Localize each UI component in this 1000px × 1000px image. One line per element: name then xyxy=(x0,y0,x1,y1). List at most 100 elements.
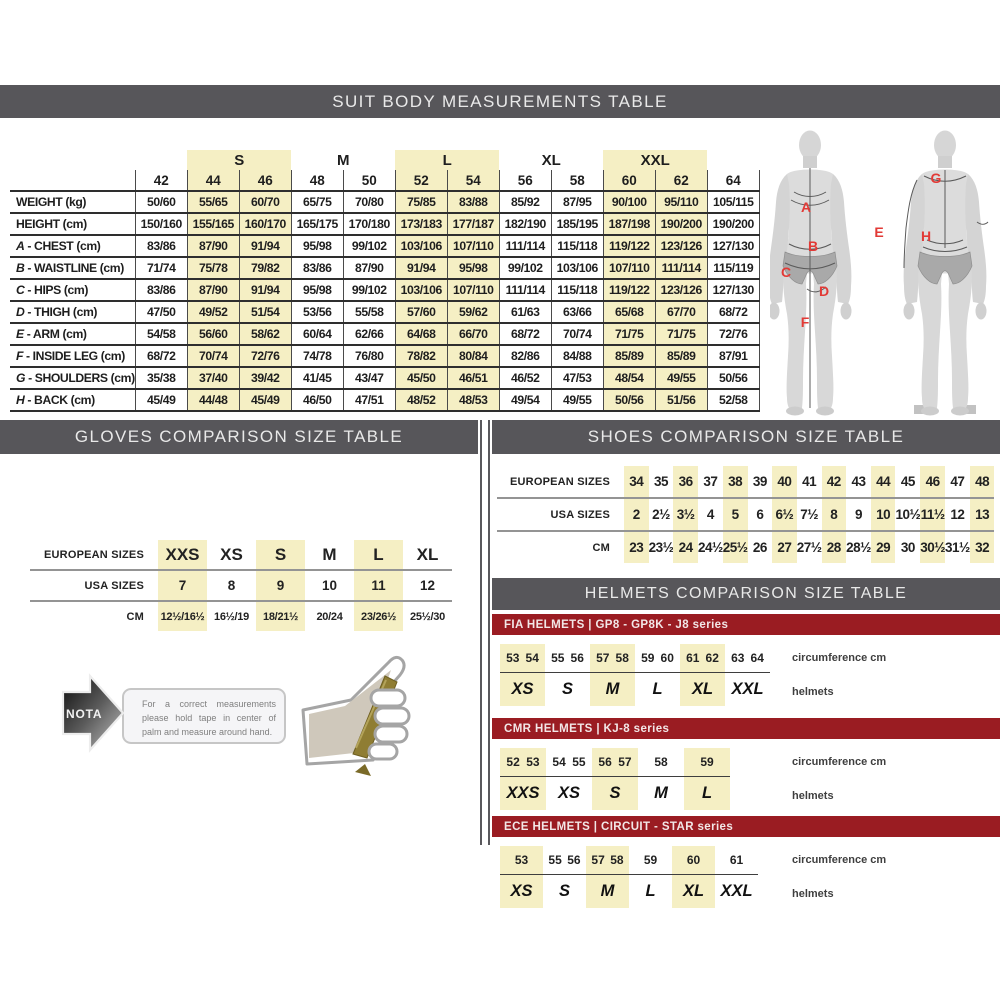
suit-group-label xyxy=(135,150,187,170)
measurement-letter-waist: B xyxy=(807,238,819,254)
suit-row-label: HEIGHT (cm) xyxy=(10,213,136,236)
suit-value-cell: 71/74 xyxy=(134,257,188,280)
cmr-helmets-size-cells: 52 53 XXS 54 55 XS 56 57 S 58 M 59 L xyxy=(500,748,730,810)
suit-value-cell: 182/190 xyxy=(498,213,552,236)
suit-value-cell: 85/89 xyxy=(602,345,656,368)
suit-row-letter: C xyxy=(16,283,25,297)
gloves-row: CM 12½/16½ 16½/19 18/21½ 20/24 23/26½ 25½/30 xyxy=(30,601,452,631)
suit-value-cell: 62/66 xyxy=(342,323,396,346)
suit-value-cell: 95/98 xyxy=(446,257,500,280)
shoes-row: USA SIZES 2 2½ 3½ 4 5 6 6½ 7½ 8 9 10 10½ 11½ 12 13 xyxy=(497,498,995,532)
helmet-size-cell: 53 54 XS xyxy=(500,644,545,706)
suit-value-cell: 83/86 xyxy=(290,257,344,280)
helmet-size-label: XXL xyxy=(720,882,753,900)
suit-value-cell: 45/50 xyxy=(394,367,448,390)
size-value-cell: XXS xyxy=(158,540,207,571)
helmet-circumference-values: 52 53 xyxy=(500,748,546,777)
suit-value-cell: 99/102 xyxy=(342,235,396,258)
suit-value-cell: 67/70 xyxy=(654,301,708,324)
suit-value-cell: 84/88 xyxy=(550,345,604,368)
helmet-size-cell: 57 58 M xyxy=(590,644,635,706)
suit-group-label: M xyxy=(337,151,350,169)
helmet-circumference-values: 59 60 xyxy=(635,644,680,673)
suit-value-cell: 37/40 xyxy=(186,367,240,390)
suit-value-cell: 49/55 xyxy=(550,389,604,412)
helmets-label: helmets xyxy=(792,888,834,900)
suit-value-cell: 46/51 xyxy=(446,367,500,390)
measurement-letter-chest: A xyxy=(800,199,812,215)
suit-value-cell: 68/72 xyxy=(706,301,760,324)
suit-table-row: B - WAISTLINE (cm) 71/74 75/78 79/82 83/86 87… xyxy=(10,257,760,280)
suit-value-cell: 95/110 xyxy=(654,191,708,214)
circumference-value: 56 xyxy=(567,853,581,867)
suit-value-cell: 95/98 xyxy=(290,279,344,302)
size-value-cell: S xyxy=(256,540,305,571)
suit-size-header: 42 xyxy=(134,170,188,192)
suit-value-cell: 46/50 xyxy=(290,389,344,412)
suit-value-cell: 99/102 xyxy=(342,279,396,302)
size-value-cell: 41 xyxy=(796,466,822,499)
suit-value-cell: 70/80 xyxy=(342,191,396,214)
suit-value-cell: 64/68 xyxy=(394,323,448,346)
circumference-value: 54 xyxy=(552,755,566,769)
helmet-size-label: S xyxy=(561,680,573,698)
size-value-cell: 32 xyxy=(969,531,995,563)
suit-value-cell: 75/78 xyxy=(186,257,240,280)
size-value-cell: 12 xyxy=(403,570,452,602)
suit-value-cell: 72/76 xyxy=(706,323,760,346)
suit-value-cell: 107/110 xyxy=(446,279,500,302)
helmet-size-cell: 52 53 XXS xyxy=(500,748,546,810)
suit-size-header: 50 xyxy=(342,170,396,192)
suit-value-cell: 107/110 xyxy=(446,235,500,258)
helmet-size-cell: 59 L xyxy=(629,846,672,908)
measurement-letter-inside-leg: F xyxy=(800,314,810,330)
suit-table-row: G - SHOULDERS (cm) 35/38 37/40 39/42 41/45 43… xyxy=(10,367,760,390)
suit-value-cell: 59/62 xyxy=(446,301,500,324)
suit-value-cell: 90/100 xyxy=(602,191,656,214)
size-value-cell: 29 xyxy=(870,531,896,563)
nota-text-box: For a correct measurements please hold t… xyxy=(122,688,286,744)
size-value-cell: 10 xyxy=(870,498,896,532)
circumference-value: 55 xyxy=(551,651,565,665)
suit-value-cell: 123/126 xyxy=(654,279,708,302)
suit-value-cell: 70/74 xyxy=(186,345,240,368)
suit-row-letter: B xyxy=(16,261,25,275)
suit-value-cell: 111/114 xyxy=(654,257,708,280)
suit-row-letter: H xyxy=(16,393,25,407)
helmet-size-label: S xyxy=(558,882,570,900)
size-value-cell: 34 xyxy=(624,466,649,499)
suit-value-cell: 58/62 xyxy=(238,323,292,346)
suit-value-cell: 80/84 xyxy=(446,345,500,368)
suit-group-spacer xyxy=(10,150,135,170)
suit-row-label: H - BACK (cm) xyxy=(10,389,136,412)
suit-size-header: 54 xyxy=(446,170,500,192)
size-value-cell: 25½/30 xyxy=(410,610,445,623)
helmet-size-cell: 55 56 S xyxy=(545,644,590,706)
back-figure-illustration xyxy=(903,130,989,416)
fia-helmets-banner: FIA HELMETS | GP8 - GP8K - J8 series xyxy=(492,614,1000,635)
ece-helmets-banner: ECE HELMETS | CIRCUIT - STAR series xyxy=(492,816,1000,837)
helmets-label: helmets xyxy=(792,790,834,802)
suit-size-header: 44 xyxy=(186,170,240,192)
size-value-cell: 9 xyxy=(846,498,871,532)
suit-value-cell: 48/54 xyxy=(602,367,656,390)
front-figure-illustration xyxy=(770,130,852,416)
suit-value-cell: 87/91 xyxy=(706,345,760,368)
shoes-table-header-bar: SHOES COMPARISON SIZE TABLE xyxy=(492,420,1000,454)
suit-size-header: 58 xyxy=(550,170,604,192)
size-value-cell: 46 xyxy=(920,466,946,499)
helmet-size-label: L xyxy=(645,882,656,900)
suit-table-row: D - THIGH (cm) 47/50 49/52 51/54 53/56 55/58 5… xyxy=(10,301,760,324)
size-value-cell: 28½ xyxy=(846,540,871,555)
helmet-circumference-values: 56 57 xyxy=(592,748,638,777)
helmet-circumference-values: 59 xyxy=(629,846,672,875)
suit-value-cell: 127/130 xyxy=(706,279,760,302)
size-value-cell: 27 xyxy=(772,531,797,563)
suit-size-row: 42 44 46 48 50 52 54 56 58 60 62 64 xyxy=(10,170,760,192)
size-value-cell: 2½ xyxy=(648,498,674,532)
suit-value-cell: 111/114 xyxy=(498,279,552,302)
circumference-value: 54 xyxy=(525,651,539,665)
suit-value-cell: 160/170 xyxy=(238,213,292,236)
suit-value-cell: 85/92 xyxy=(498,191,552,214)
size-value-cell: 6 xyxy=(747,498,773,532)
